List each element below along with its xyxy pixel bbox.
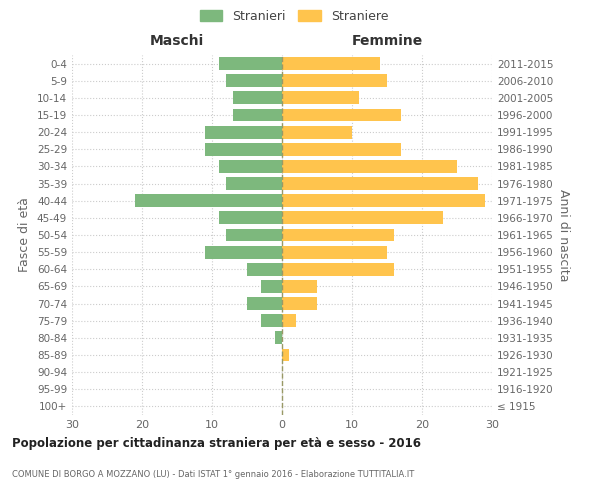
Bar (219, 160, 282, 173)
Bar (282, 108, 401, 122)
Text: Maschi: Maschi (150, 34, 204, 48)
Y-axis label: Anni di nascita: Anni di nascita (557, 188, 570, 281)
Bar (247, 297, 282, 310)
Bar (135, 194, 282, 207)
Bar (282, 126, 352, 138)
Bar (282, 280, 317, 293)
Bar (282, 57, 380, 70)
Y-axis label: Fasce di età: Fasce di età (19, 198, 31, 272)
Bar (282, 212, 443, 224)
Bar (233, 108, 282, 122)
Text: Femmine: Femmine (352, 34, 422, 48)
Text: Popolazione per cittadinanza straniera per età e sesso - 2016: Popolazione per cittadinanza straniera p… (12, 438, 421, 450)
Bar (205, 126, 282, 138)
Bar (226, 177, 282, 190)
Bar (275, 332, 282, 344)
Bar (233, 92, 282, 104)
Bar (261, 314, 282, 327)
Bar (282, 194, 485, 207)
Bar (282, 143, 401, 156)
Bar (205, 143, 282, 156)
Bar (226, 228, 282, 241)
Bar (219, 57, 282, 70)
Bar (282, 263, 394, 276)
Bar (282, 246, 387, 258)
Bar (282, 348, 289, 362)
Bar (282, 92, 359, 104)
Bar (282, 74, 387, 87)
Bar (282, 297, 317, 310)
Bar (282, 314, 296, 327)
Bar (282, 177, 478, 190)
Bar (219, 212, 282, 224)
Legend: Stranieri, Straniere: Stranieri, Straniere (196, 6, 392, 26)
Bar (247, 263, 282, 276)
Bar (282, 160, 457, 173)
Bar (226, 74, 282, 87)
Bar (282, 228, 394, 241)
Text: COMUNE DI BORGO A MOZZANO (LU) - Dati ISTAT 1° gennaio 2016 - Elaborazione TUTTI: COMUNE DI BORGO A MOZZANO (LU) - Dati IS… (12, 470, 414, 479)
Bar (261, 280, 282, 293)
Bar (205, 246, 282, 258)
